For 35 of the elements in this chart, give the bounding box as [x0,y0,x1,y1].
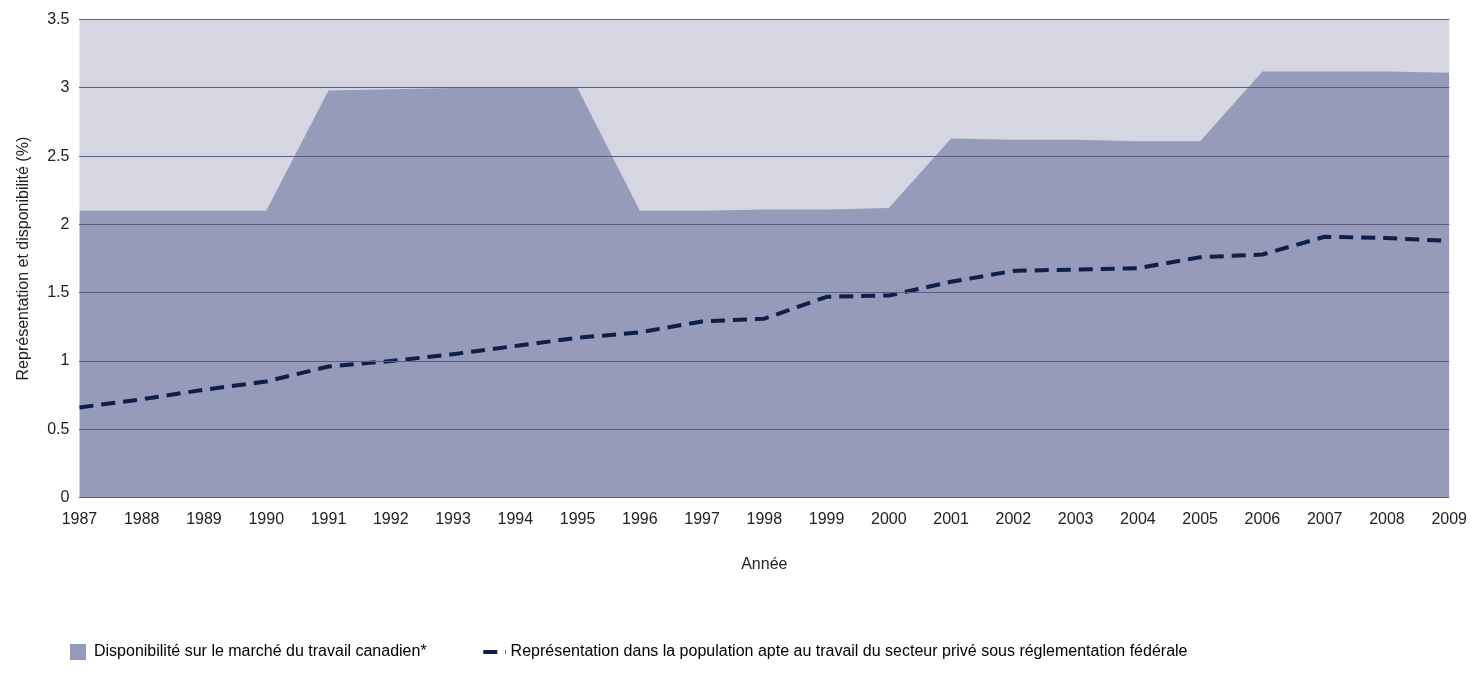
x-tick-label: 2005 [1182,509,1219,527]
x-tick-label: 2003 [1057,509,1094,527]
legend-label: Disponibilité sur le marché du travail canadien* [94,642,427,660]
x-tick-label: 1997 [684,509,720,527]
x-tick-label: 1999 [808,509,845,527]
x-tick-label: 2007 [1306,509,1343,527]
y-tick-label: 3 [60,78,70,96]
legend-label: Représentation dans la population apte au travail du secteur privé sous réglementation fédérale [510,642,1188,660]
x-tick-label: 1990 [248,509,285,527]
x-tick-label: 1998 [746,509,783,527]
x-tick-label: 2004 [1120,509,1156,527]
y-tick-label: 0 [60,488,70,506]
x-tick-label: 1987 [61,509,98,527]
y-axis-title: Représentation et disponibilité (%) [14,136,32,381]
x-tick-label: 2006 [1244,509,1281,527]
x-tick-label: 2009 [1431,509,1468,527]
x-tick-label: 1991 [310,509,347,527]
x-tick-label: 2000 [871,509,907,527]
y-tick-label: 1.5 [47,283,70,301]
x-tick-label: 2001 [933,509,970,527]
y-tick-label: 2.5 [47,146,70,164]
x-tick-label: 1994 [497,509,534,527]
x-tick-label: 1988 [123,509,160,527]
x-tick-label: 2002 [995,509,1032,527]
x-tick-label: 2008 [1369,509,1405,527]
x-tick-label: 1989 [186,509,222,527]
x-tick-label: 1992 [372,509,409,527]
y-tick-label: 1 [60,351,70,369]
x-tick-label: 1996 [622,509,658,527]
x-tick-label: 1995 [559,509,596,527]
y-tick-label: 2 [60,214,70,232]
x-axis-title: Année [741,554,788,572]
y-tick-label: 3.5 [47,10,70,28]
y-tick-label: 0.5 [47,419,70,437]
x-tick-label: 1993 [435,509,471,527]
